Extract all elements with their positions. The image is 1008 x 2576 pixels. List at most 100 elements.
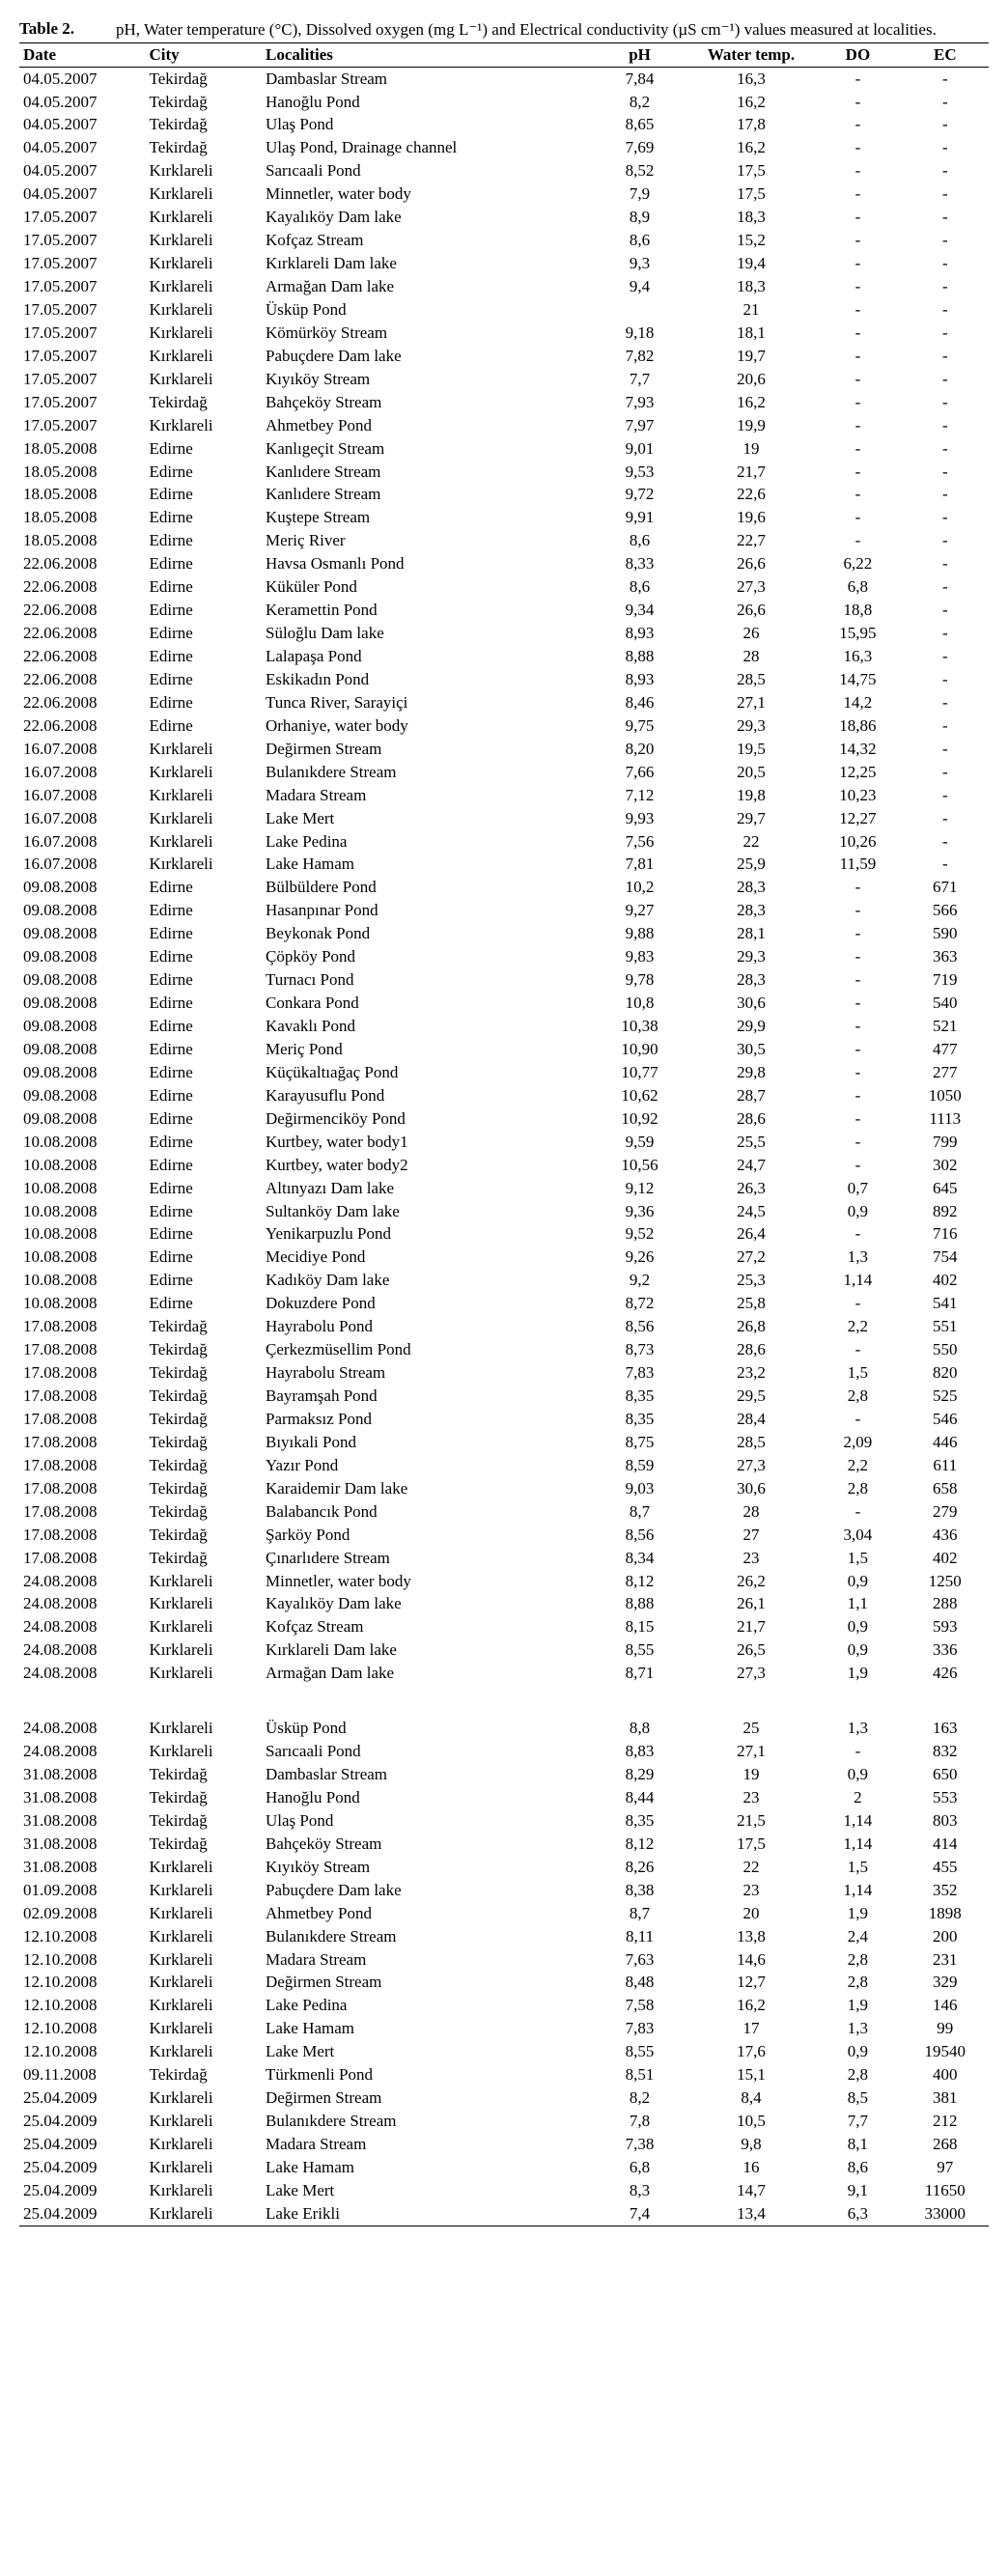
cell: 28,6 [688,1107,815,1131]
table-row: 10.08.2008EdirneKurtbey, water body19,59… [19,1131,989,1154]
cell: Çerkezmüsellim Pond [262,1339,591,1362]
cell: 17.08.2008 [19,1362,146,1386]
cell: Kırklareli [146,2018,262,2041]
cell: 16.07.2008 [19,807,146,830]
cell: 799 [902,1131,989,1154]
cell: - [902,553,989,576]
cell: Bahçeköy Stream [262,391,591,414]
cell: 658 [902,1477,989,1500]
cell: 18.05.2008 [19,507,146,530]
cell: 6,8 [591,2156,687,2179]
cell: 8,48 [591,1972,687,1995]
cell: 19,8 [688,784,815,807]
cell: 25.04.2009 [19,2111,146,2134]
table-row: 22.06.2008EdirneTunca River, Sarayiçi8,4… [19,691,989,714]
cell: 820 [902,1362,989,1386]
cell: 23 [688,1786,815,1809]
cell: 24.08.2008 [19,1741,146,1764]
cell: Hayrabolu Stream [262,1362,591,1386]
cell: 24.08.2008 [19,1570,146,1593]
cell: Lake Hamam [262,2018,591,2041]
table-row: 25.04.2009KırklareliBulanıkdere Stream7,… [19,2111,989,2134]
table-row: 04.05.2007KırklareliMinnetler, water bod… [19,183,989,207]
table-row: 31.08.2008TekirdağDambaslar Stream8,2919… [19,1764,989,1787]
table-row: 09.08.2008EdirneBeykonak Pond9,8828,1-59… [19,923,989,946]
cell: 22.06.2008 [19,576,146,600]
cell: - [902,761,989,784]
cell: Süloğlu Dam lake [262,623,591,646]
cell: Lake Hamam [262,854,591,877]
cell: 17,5 [688,1833,815,1856]
cell: Edirne [146,877,262,900]
table-row: 25.04.2009KırklareliMadara Stream7,389,8… [19,2134,989,2157]
col-loc: Localities [262,43,591,68]
cell: 7,9 [591,183,687,207]
col-city: City [146,43,262,68]
table-row: 02.09.2008KırklareliAhmetbey Pond8,7201,… [19,1902,989,1925]
cell: 12.10.2008 [19,2018,146,2041]
cell: 22.06.2008 [19,714,146,738]
cell: - [902,507,989,530]
cell: Üsküp Pond [262,1718,591,1741]
cell: Edirne [146,946,262,969]
cell: Bulanıkdere Stream [262,1925,591,1948]
table-row: 09.08.2008EdirneKavaklı Pond10,3829,9-52… [19,1016,989,1039]
cell: 97 [902,2156,989,2179]
cell: 25.04.2009 [19,2179,146,2202]
cell: 8,55 [591,1639,687,1663]
cell: Minnetler, water body [262,1570,591,1593]
cell: - [814,530,901,553]
cell: Pabuçdere Dam lake [262,345,591,368]
cell: 10.08.2008 [19,1154,146,1177]
cell: Lake Erikli [262,2202,591,2226]
cell: 9,93 [591,807,687,830]
cell: - [814,183,901,207]
cell: - [902,854,989,877]
cell: 8,88 [591,646,687,669]
cell: - [814,414,901,437]
cell: 0,9 [814,1570,901,1593]
cell: 19,4 [688,253,815,276]
cell: Edirne [146,1084,262,1107]
cell: - [902,298,989,322]
cell: Tekirdağ [146,1524,262,1547]
cell: Edirne [146,691,262,714]
table-row: 10.08.2008EdirneKadıköy Dam lake9,225,31… [19,1270,989,1293]
cell: - [902,91,989,114]
cell: 26 [688,623,815,646]
cell: 8,6 [591,230,687,253]
table-row: 17.05.2007KırklareliKırklareli Dam lake9… [19,253,989,276]
cell: 8,83 [591,1741,687,1764]
cell: Kanlıdere Stream [262,484,591,507]
table-row: 04.05.2007TekirdağUlaş Pond, Drainage ch… [19,137,989,160]
cell: Kırklareli Dam lake [262,253,591,276]
cell: 455 [902,1856,989,1879]
table-row: 17.08.2008TekirdağÇınarlıdere Stream8,34… [19,1547,989,1570]
cell: 21,5 [688,1809,815,1833]
cell: 8,9 [591,207,687,230]
cell: Tekirdağ [146,137,262,160]
table-row: 09.08.2008EdirneConkara Pond10,830,6-540 [19,993,989,1016]
cell: 1,14 [814,1879,901,1902]
cell: Kırklareli [146,414,262,437]
cell: - [814,368,901,391]
cell: Bulanıkdere Stream [262,2111,591,2134]
cell: 9,91 [591,507,687,530]
cell: - [814,1500,901,1524]
cell: Küküler Pond [262,576,591,600]
cell: 7,38 [591,2134,687,2157]
cell: 18,8 [814,600,901,623]
cell: 17.08.2008 [19,1477,146,1500]
cell: 10.08.2008 [19,1270,146,1293]
cell: 16.07.2008 [19,761,146,784]
cell: Edirne [146,553,262,576]
cell: Kırklareli [146,207,262,230]
table-row: 16.07.2008KırklareliBulanıkdere Stream7,… [19,761,989,784]
table-row: 17.05.2007KırklareliAhmetbey Pond7,9719,… [19,414,989,437]
cell: 31.08.2008 [19,1786,146,1809]
cell: - [814,900,901,923]
cell: - [814,1107,901,1131]
cell: 8,52 [591,160,687,183]
cell: Ahmetbey Pond [262,414,591,437]
cell: 17.05.2007 [19,230,146,253]
